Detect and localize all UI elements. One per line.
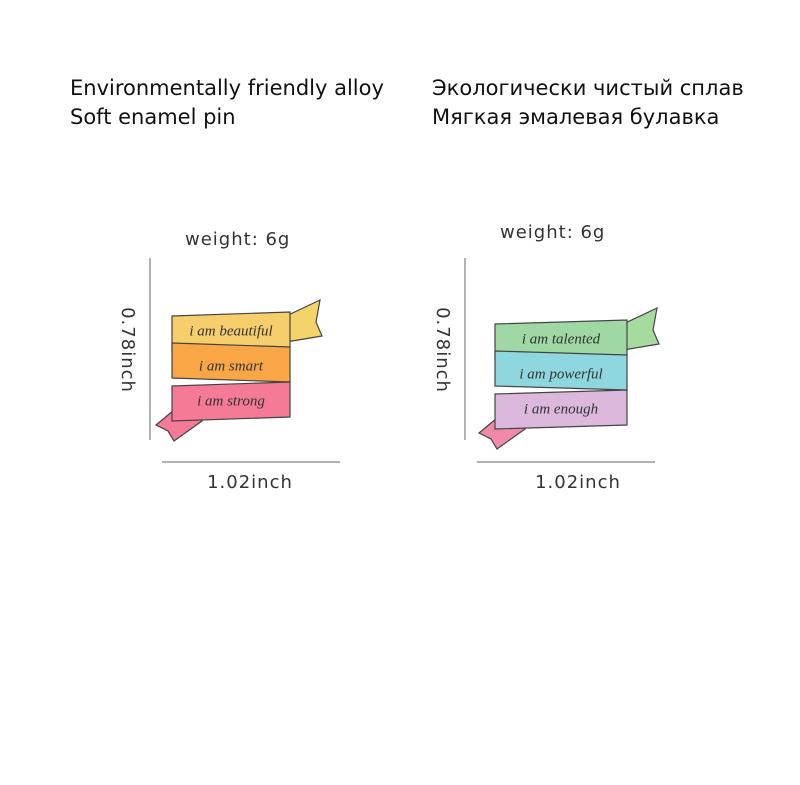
- height-label: 0.78inch: [117, 307, 138, 393]
- ribbon-text: i am smart: [199, 359, 264, 375]
- ribbon-text: i am talented: [522, 332, 601, 348]
- header-en: Soft enamel pin: [70, 105, 236, 129]
- header-ru: Экологически чистый сплав: [432, 76, 744, 100]
- ribbon-text: i am strong: [197, 394, 265, 410]
- weight-label: weight: 6g: [185, 229, 290, 250]
- header-en: Environmentally friendly alloy: [70, 76, 384, 100]
- ribbon-band: [171, 381, 291, 422]
- ribbon-band: [494, 389, 628, 430]
- ribbon-text: i am powerful: [519, 367, 602, 383]
- width-label: 1.02inch: [535, 472, 621, 493]
- ribbon-text: i am enough: [524, 402, 598, 418]
- ribbon-text: i am beautiful: [189, 324, 272, 340]
- header-ru: Мягкая эмалевая булавка: [432, 105, 719, 129]
- height-label: 0.78inch: [432, 307, 453, 393]
- weight-label: weight: 6g: [500, 222, 605, 243]
- width-label: 1.02inch: [207, 472, 293, 493]
